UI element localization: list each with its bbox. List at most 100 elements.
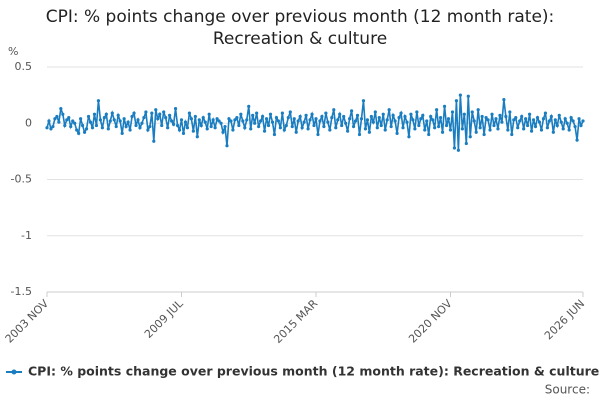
point [474, 130, 478, 134]
point [565, 121, 569, 125]
point [395, 131, 399, 135]
point [399, 111, 403, 115]
point [512, 118, 516, 122]
point [328, 128, 332, 132]
point [106, 127, 110, 131]
point [49, 127, 53, 131]
point [181, 131, 186, 135]
point [75, 128, 79, 132]
point [132, 111, 136, 115]
point [82, 130, 87, 134]
point [391, 113, 395, 117]
point [435, 108, 439, 112]
point [454, 99, 459, 103]
point [286, 116, 290, 120]
point [241, 119, 245, 123]
point [446, 117, 451, 121]
point [122, 117, 126, 121]
point [312, 123, 316, 128]
point [304, 113, 308, 117]
point [419, 117, 423, 121]
point [245, 118, 249, 122]
point [108, 119, 112, 123]
point [130, 114, 134, 119]
point [298, 114, 302, 119]
point [375, 126, 379, 130]
point [61, 112, 65, 116]
point [506, 128, 510, 132]
point [59, 107, 63, 111]
point [524, 117, 528, 121]
point [563, 117, 567, 121]
point [160, 123, 164, 128]
point [351, 125, 356, 129]
point [112, 118, 116, 122]
point [94, 123, 99, 128]
point [92, 112, 97, 116]
point [260, 114, 265, 119]
y-unit: % [8, 45, 18, 58]
point [266, 123, 271, 128]
point [195, 135, 199, 139]
point [227, 117, 231, 121]
point [158, 112, 162, 116]
point [320, 114, 324, 119]
point [338, 112, 342, 116]
point [379, 123, 383, 128]
point [310, 112, 314, 116]
point [438, 116, 443, 120]
point [405, 120, 409, 124]
point [255, 111, 259, 115]
point [397, 116, 401, 120]
point [326, 120, 330, 124]
point [223, 125, 227, 129]
point [81, 123, 85, 128]
point [164, 116, 168, 120]
point [334, 126, 338, 130]
point [179, 118, 184, 122]
point [411, 118, 415, 122]
point [468, 135, 472, 139]
point [247, 104, 251, 108]
point [154, 108, 158, 112]
point [579, 123, 583, 128]
point [276, 119, 281, 123]
point [300, 126, 304, 130]
point [73, 121, 77, 125]
point [581, 119, 585, 123]
point [219, 121, 223, 125]
point [280, 111, 284, 115]
point [171, 122, 176, 126]
x-tick-label: 2009 JUL [142, 296, 186, 340]
point [470, 110, 474, 114]
point [425, 119, 429, 123]
point [322, 125, 326, 129]
point [264, 117, 269, 121]
point [262, 129, 267, 133]
point [476, 108, 480, 112]
point [496, 127, 500, 131]
point [367, 130, 371, 134]
point [166, 126, 170, 130]
point [486, 118, 490, 122]
point [547, 119, 551, 123]
point [440, 130, 445, 134]
point [403, 114, 407, 119]
point [383, 128, 387, 132]
point [577, 117, 581, 121]
point [526, 123, 530, 128]
point [152, 139, 156, 143]
point [213, 126, 217, 130]
point [146, 128, 150, 132]
point [268, 112, 273, 116]
point [187, 111, 192, 115]
point [53, 117, 57, 121]
point [421, 113, 425, 117]
point [448, 128, 453, 132]
point [292, 117, 296, 121]
point [423, 128, 427, 132]
point [278, 126, 282, 130]
point [346, 129, 350, 133]
point [516, 126, 520, 130]
